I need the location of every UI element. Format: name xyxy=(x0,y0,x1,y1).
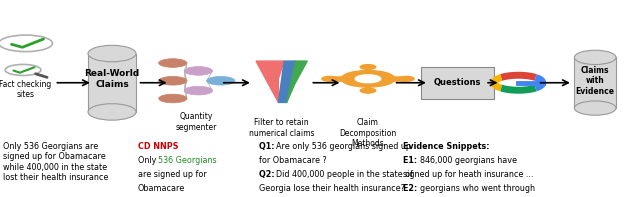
Ellipse shape xyxy=(575,50,616,65)
Text: Questions: Questions xyxy=(434,78,481,87)
Bar xyxy=(88,54,136,112)
Circle shape xyxy=(184,86,212,95)
Text: Q2:: Q2: xyxy=(259,170,278,179)
Text: Only 536 Georgians are
signed up for Obamacare
while 400,000 in the state
lost t: Only 536 Georgians are signed up for Oba… xyxy=(3,142,109,182)
Text: Fact checking
sites: Fact checking sites xyxy=(0,80,52,99)
Text: Obamacare: Obamacare xyxy=(138,184,185,193)
Ellipse shape xyxy=(88,104,136,120)
Bar xyxy=(575,57,616,108)
Circle shape xyxy=(159,59,187,67)
Polygon shape xyxy=(256,61,284,102)
Text: Evidence Snippets:: Evidence Snippets: xyxy=(403,142,490,151)
Text: georgians who went through: georgians who went through xyxy=(420,184,535,193)
FancyBboxPatch shape xyxy=(421,67,494,98)
Text: Georgia lose their health insurance?: Georgia lose their health insurance? xyxy=(259,184,405,193)
Circle shape xyxy=(184,67,212,75)
Circle shape xyxy=(355,75,381,83)
Ellipse shape xyxy=(88,45,136,62)
Text: signed up for heath insurance ...: signed up for heath insurance ... xyxy=(403,170,534,179)
Text: E2:: E2: xyxy=(403,184,420,193)
Text: Claim
Decomposition
Methods: Claim Decomposition Methods xyxy=(339,118,397,148)
Text: for Obamacare ?: for Obamacare ? xyxy=(259,156,327,165)
Circle shape xyxy=(322,76,337,81)
Circle shape xyxy=(159,94,187,103)
Text: are signed up for: are signed up for xyxy=(138,170,206,179)
Text: E1:: E1: xyxy=(403,156,420,165)
Text: Are only 536 georgians signed up: Are only 536 georgians signed up xyxy=(276,142,411,151)
Circle shape xyxy=(360,88,376,93)
Circle shape xyxy=(341,71,395,87)
Text: CD NNPS: CD NNPS xyxy=(138,142,178,151)
Text: 536 Georgians: 536 Georgians xyxy=(159,156,217,165)
Text: Claims
with
Evidence: Claims with Evidence xyxy=(576,66,614,96)
Text: 846,000 georgians have: 846,000 georgians have xyxy=(420,156,517,165)
Circle shape xyxy=(159,76,187,85)
Text: Did 400,000 people in the state of: Did 400,000 people in the state of xyxy=(276,170,413,179)
Text: Q1:: Q1: xyxy=(259,142,278,151)
Text: Real-World
Claims: Real-World Claims xyxy=(84,69,140,88)
Text: Quantity
segmenter: Quantity segmenter xyxy=(176,112,217,132)
Circle shape xyxy=(360,65,376,69)
Circle shape xyxy=(399,76,414,81)
Text: Only: Only xyxy=(138,156,159,165)
Text: Filter to retain
numerical claims: Filter to retain numerical claims xyxy=(249,118,314,138)
Polygon shape xyxy=(287,61,307,102)
Circle shape xyxy=(207,76,235,85)
Polygon shape xyxy=(278,61,296,102)
Ellipse shape xyxy=(575,101,616,115)
